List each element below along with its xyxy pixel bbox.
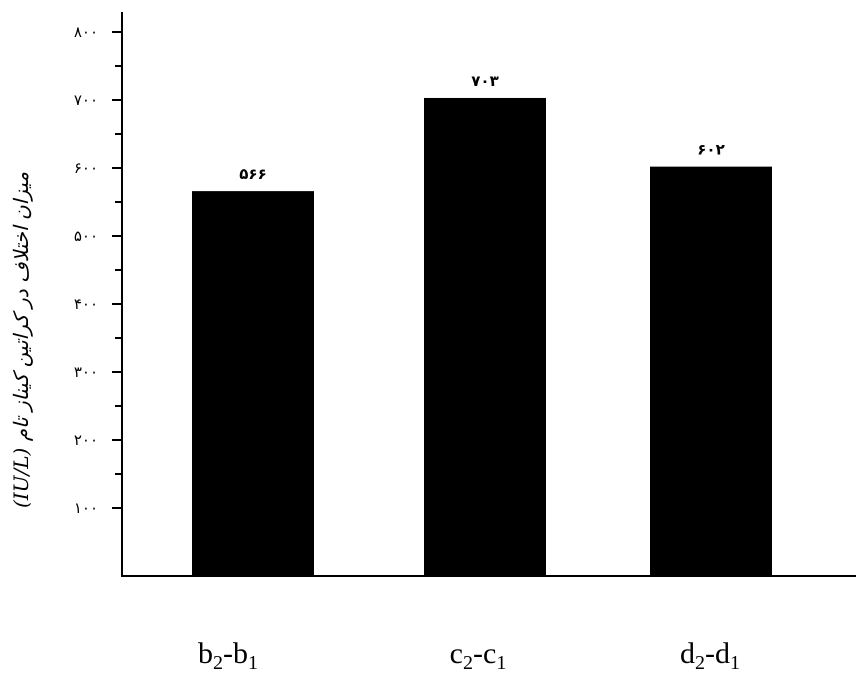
bar — [192, 191, 314, 576]
x-category-label: c2-c1 — [449, 637, 507, 674]
x-category-label: b2-b1 — [198, 637, 258, 674]
bar — [424, 97, 546, 577]
bar — [650, 166, 772, 576]
bar-value-label: ۷۰۳ — [471, 72, 498, 90]
y-tick-label: ۲۰۰ — [74, 431, 98, 449]
bars — [192, 97, 772, 577]
bar-value-label: ۵۶۶ — [239, 165, 266, 183]
y-tick-label: ۶۰۰ — [74, 159, 98, 177]
y-tick-label: ۵۰۰ — [74, 227, 98, 245]
y-tick-label: ۱۰۰ — [74, 499, 98, 517]
y-axis-label: میزان اختلاف در کراتین کیناز تام (IU/L) — [9, 172, 33, 508]
y-tick-label: ۸۰۰ — [74, 23, 98, 41]
y-ticks: ۱۰۰ ۲۰۰ ۳۰۰ ۴۰۰ ۵۰۰ ۶۰۰ ۷۰۰ ۸۰۰ — [74, 23, 122, 517]
y-tick-label: ۴۰۰ — [74, 295, 98, 313]
data-labels: ۵۶۶ ۷۰۳ ۶۰۲ — [239, 72, 724, 183]
bar-value-label: ۶۰۲ — [697, 141, 724, 159]
y-tick-label: ۷۰۰ — [74, 91, 98, 109]
y-tick-label: ۳۰۰ — [74, 363, 98, 381]
x-category-label: d2-d1 — [680, 637, 740, 674]
